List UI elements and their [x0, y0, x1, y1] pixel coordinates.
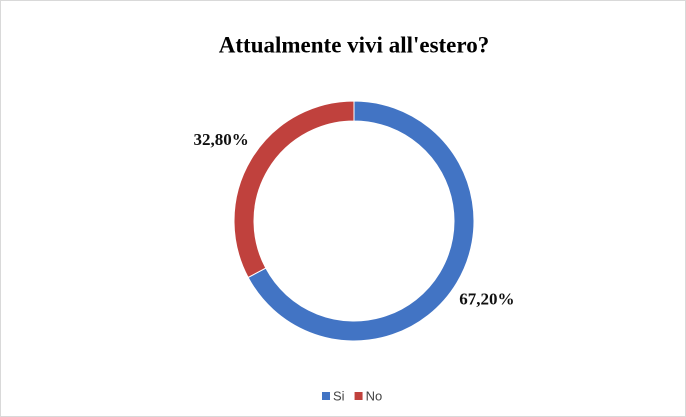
slice — [247, 100, 475, 342]
data-label: 67,20% — [459, 290, 514, 309]
chart-title: Attualmente vivi all'estero? — [219, 32, 489, 57]
legend-label: No — [366, 388, 383, 403]
legend-swatch — [322, 392, 330, 400]
data-label: 32,80% — [193, 130, 248, 149]
legend-swatch — [354, 392, 363, 400]
slice — [233, 100, 355, 279]
legend-label: Si — [333, 388, 345, 403]
